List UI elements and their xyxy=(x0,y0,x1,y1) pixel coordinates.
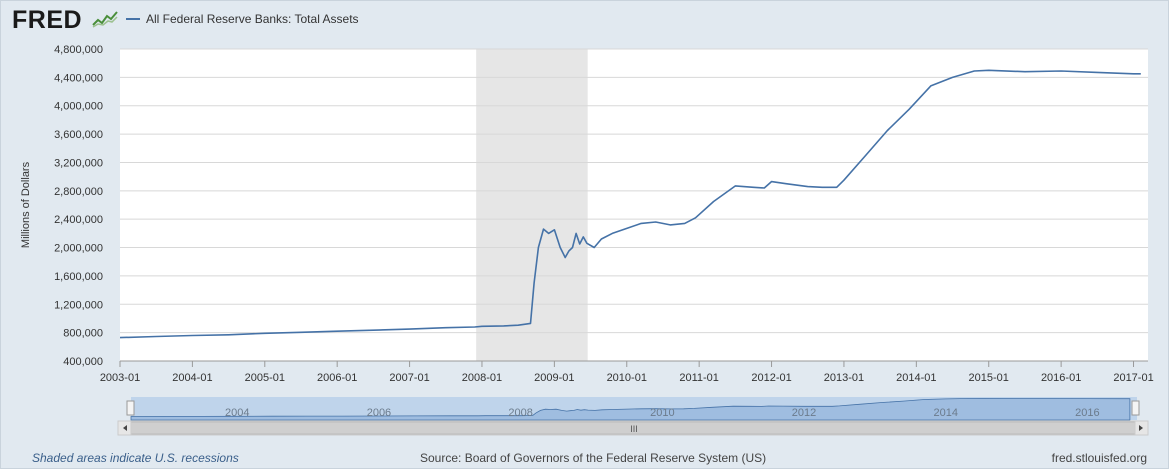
y-tick-label: 2,000,000 xyxy=(54,243,103,255)
fred-logo-graph-icon xyxy=(92,11,118,28)
recession-note: Shaded areas indicate U.S. recessions xyxy=(32,451,239,465)
navigator-year-label: 2008 xyxy=(508,407,532,419)
x-tick-label: 2013-01 xyxy=(824,372,864,384)
navigator-left-handle[interactable] xyxy=(126,400,135,416)
navigator-right-handle[interactable] xyxy=(1131,400,1140,416)
x-tick-label: 2003-01 xyxy=(100,372,140,384)
x-tick-label: 2004-01 xyxy=(172,372,212,384)
y-axis-label: Millions of Dollars xyxy=(20,161,32,248)
y-tick-label: 2,400,000 xyxy=(54,214,103,226)
x-tick-label: 2014-01 xyxy=(896,372,936,384)
x-tick-label: 2017-01 xyxy=(1113,372,1153,384)
fred-logo[interactable]: FRED xyxy=(12,6,83,34)
navigator-year-label: 2014 xyxy=(933,407,957,419)
scroll-left-arrow-icon xyxy=(123,425,127,431)
y-tick-label: 3,600,000 xyxy=(54,129,103,141)
x-tick-label: 2008-01 xyxy=(462,372,502,384)
x-tick-label: 2016-01 xyxy=(1041,372,1081,384)
navigator-year-label: 2012 xyxy=(792,407,816,419)
x-tick-label: 2005-01 xyxy=(245,372,285,384)
y-tick-label: 4,400,000 xyxy=(54,72,103,84)
y-tick-label: 4,000,000 xyxy=(54,101,103,113)
y-tick-label: 800,000 xyxy=(63,328,103,340)
legend[interactable]: All Federal Reserve Banks: Total Assets xyxy=(126,12,359,26)
x-tick-label: 2007-01 xyxy=(389,372,429,384)
plot-background xyxy=(120,49,1148,361)
y-tick-label: 1,600,000 xyxy=(54,271,103,283)
x-tick-label: 2006-01 xyxy=(317,372,357,384)
navigator-year-label: 2016 xyxy=(1075,407,1099,419)
scrollbar-grip-icon: III xyxy=(630,424,638,434)
legend-series-label: All Federal Reserve Banks: Total Assets xyxy=(146,12,359,26)
y-tick-label: 3,200,000 xyxy=(54,157,103,169)
x-tick-label: 2012-01 xyxy=(751,372,791,384)
y-tick-label: 1,200,000 xyxy=(54,299,103,311)
x-tick-label: 2015-01 xyxy=(969,372,1009,384)
legend-swatch xyxy=(126,18,140,20)
navigator-year-label: 2006 xyxy=(367,407,391,419)
x-tick-label: 2009-01 xyxy=(534,372,574,384)
site-link[interactable]: fred.stlouisfed.org xyxy=(1051,451,1147,465)
x-tick-label: 2010-01 xyxy=(607,372,647,384)
y-tick-label: 400,000 xyxy=(63,356,103,368)
navigator-year-label: 2010 xyxy=(650,407,674,419)
y-tick-label: 4,800,000 xyxy=(54,44,103,56)
y-tick-label: 2,800,000 xyxy=(54,186,103,198)
scroll-right-arrow-icon xyxy=(1139,425,1143,431)
x-tick-label: 2011-01 xyxy=(679,372,719,384)
navigator-year-label: 2004 xyxy=(225,407,249,419)
series-line[interactable] xyxy=(119,69,1141,339)
navigator-series-area xyxy=(130,397,1131,421)
source-text: Source: Board of Governors of the Federa… xyxy=(420,451,767,465)
